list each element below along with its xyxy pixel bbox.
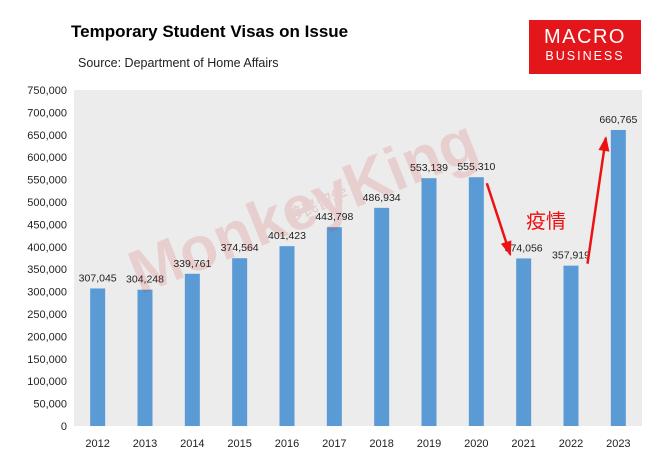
x-tick-label: 2016 [275,438,299,450]
data-label: 401,423 [268,230,306,242]
data-label: 660,765 [599,114,637,126]
data-label: 555,310 [457,161,495,173]
plot-area [74,90,642,426]
bar [90,288,106,426]
logo-line-2: BUSINESS [545,49,625,63]
data-label: 374,056 [505,242,543,254]
data-label: 443,798 [315,211,353,223]
y-tick-label: 600,000 [27,152,67,164]
data-label: 553,139 [410,162,448,174]
bar [137,289,153,426]
annotation-text: 疫情 [526,209,566,233]
annotation-arrow-head [598,135,610,152]
logo-line-1: MACRO [544,26,626,48]
x-axis: 2012 2013 2014 2015 2016 2017 2018 2019 2020 2021… [85,438,630,450]
y-tick-label: 500,000 [27,197,67,209]
bar [563,265,579,426]
y-tick-label: 100,000 [27,376,67,388]
x-tick-label: 2021 [511,438,535,450]
x-tick-label: 2013 [133,438,157,450]
bar [421,178,437,426]
annotation-arrow-line [586,137,608,264]
data-label: 357,919 [552,250,590,262]
data-label: 339,761 [173,258,211,270]
x-tick-label: 2023 [606,438,630,450]
x-tick-label: 2015 [227,438,251,450]
data-label: 307,045 [79,272,117,284]
data-label: 486,934 [363,192,401,204]
y-tick-label: 700,000 [27,107,67,119]
bar [279,246,295,426]
chart-source: Source: Department of Home Affairs [78,56,279,70]
data-label: 374,564 [221,242,259,254]
x-tick-label: 2020 [464,438,488,450]
annotation-arrow-head [500,240,512,257]
chart-title: Temporary Student Visas on Issue [71,22,349,41]
bar [374,207,390,426]
bars [90,129,626,426]
macro-business-logo: MACRO BUSINESS [529,20,641,74]
data-labels: 307,045 304,248 339,761 374,564 401,423 443,7… [79,114,638,286]
y-tick-label: 0 [61,421,67,433]
y-tick-label: 50,000 [33,399,67,411]
y-tick-label: 350,000 [27,264,67,276]
y-tick-label: 200,000 [27,331,67,343]
y-tick-label: 250,000 [27,309,67,321]
bar [232,258,248,426]
y-tick-label: 450,000 [27,219,67,231]
x-tick-label: 2019 [417,438,441,450]
y-tick-label: 550,000 [27,175,67,187]
annotation: 疫情 [485,135,610,264]
bar [468,177,484,426]
x-tick-label: 2022 [559,438,583,450]
y-tick-label: 150,000 [27,354,67,366]
bar [610,129,626,426]
bar [326,227,342,426]
y-tick-label: 300,000 [27,287,67,299]
bar [184,273,200,426]
bar [516,258,532,426]
x-tick-label: 2017 [322,438,346,450]
x-tick-label: 2014 [180,438,204,450]
y-tick-label: 400,000 [27,242,67,254]
y-tick-label: 650,000 [27,130,67,142]
x-tick-label: 2012 [85,438,109,450]
y-tick-label: 750,000 [27,85,67,97]
data-label: 304,248 [126,274,164,286]
x-tick-label: 2018 [369,438,393,450]
y-axis: 0 50,000 100,000 150,000 200,000 250,000 300,0… [27,85,67,433]
